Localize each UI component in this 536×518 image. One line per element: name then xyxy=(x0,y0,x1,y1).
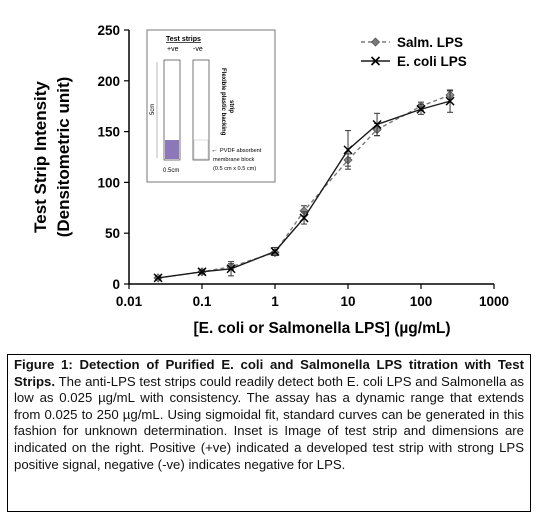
legend-salm-label: Salm. LPS xyxy=(397,35,463,50)
data-point-x xyxy=(299,213,309,223)
caption-title: Figure 1: Detection of Purified E. coli … xyxy=(14,357,524,389)
data-point-x xyxy=(197,267,207,277)
negative-strip-pad xyxy=(193,139,209,160)
axes xyxy=(128,30,494,285)
data-point-x xyxy=(372,119,382,130)
y-tick-label: 250 xyxy=(97,23,120,38)
inset-backing-label-line1: Flexible plastic backing xyxy=(220,68,226,136)
x-tick-label: 1 xyxy=(271,294,279,309)
chart: 0 50 100 150 200 250 0.01 0.1 1 10 100 1000 Test S… xyxy=(31,23,509,337)
data-point-x xyxy=(416,104,426,114)
y-axis-label-line2: (Densitometric unit) xyxy=(54,77,73,238)
y-tick-label: 0 xyxy=(112,277,120,292)
inset-pvdf-label-line3: (0.5 cm x 0.5 cm) xyxy=(213,166,256,172)
x-tick-label: 10 xyxy=(340,294,355,309)
x-tick-label: 0.01 xyxy=(116,294,143,309)
figure-caption: Figure 1: Detection of Purified E. coli … xyxy=(7,354,531,512)
legend-ecoli-marker xyxy=(370,56,381,66)
inset-pvdf-label-line2: membrane block xyxy=(213,157,255,163)
inset-positive-label: +ve xyxy=(167,46,179,53)
x-tick-label: 0.1 xyxy=(193,294,212,309)
y-tick-label: 100 xyxy=(97,175,120,190)
inset-length-label: 5cm xyxy=(150,104,156,115)
caption-body: The anti-LPS test strips could readily d… xyxy=(14,373,524,472)
inset-pvdf-arrow: ← xyxy=(211,147,218,154)
y-tick-label: 150 xyxy=(97,125,120,140)
x-tick-label: 100 xyxy=(410,294,433,309)
inset: Test strips +ve -ve 5cm 0.5cm Flexible p… xyxy=(146,29,276,183)
y-ticks: 0 50 100 150 200 250 xyxy=(97,23,129,292)
y-tick-label: 200 xyxy=(97,74,120,89)
inset-negative-label: -ve xyxy=(193,46,203,53)
x-ticks: 0.01 0.1 1 10 100 1000 xyxy=(116,284,509,309)
legend-salm-marker xyxy=(370,37,381,47)
positive-strip-spot xyxy=(165,140,179,159)
data-point-x xyxy=(270,246,280,257)
data-point-x xyxy=(343,145,353,155)
legend-ecoli-label: E. coli LPS xyxy=(397,54,467,69)
legend: Salm. LPS E. coli LPS xyxy=(361,35,467,69)
positive-strip xyxy=(163,59,181,161)
y-tick-label: 50 xyxy=(105,226,120,241)
inset-title: Test strips xyxy=(166,36,201,43)
series-layer xyxy=(153,89,455,283)
inset-pvdf-label-line1: PVDF absorbent xyxy=(220,148,262,154)
inset-backing-label-line2: strip xyxy=(228,100,234,113)
data-point-x xyxy=(445,96,455,106)
x-axis-label: [E. coli or Salmonella LPS] (µg/mL) xyxy=(194,320,451,337)
series-ecoli-lps xyxy=(153,89,455,283)
inset-width-label: 0.5cm xyxy=(163,168,179,174)
data-point-x xyxy=(226,264,236,274)
data-point-x xyxy=(153,273,163,283)
negative-strip xyxy=(192,59,210,161)
x-tick-label: 1000 xyxy=(479,294,509,309)
y-axis-label-line1: Test Strip Intensity xyxy=(31,81,50,233)
